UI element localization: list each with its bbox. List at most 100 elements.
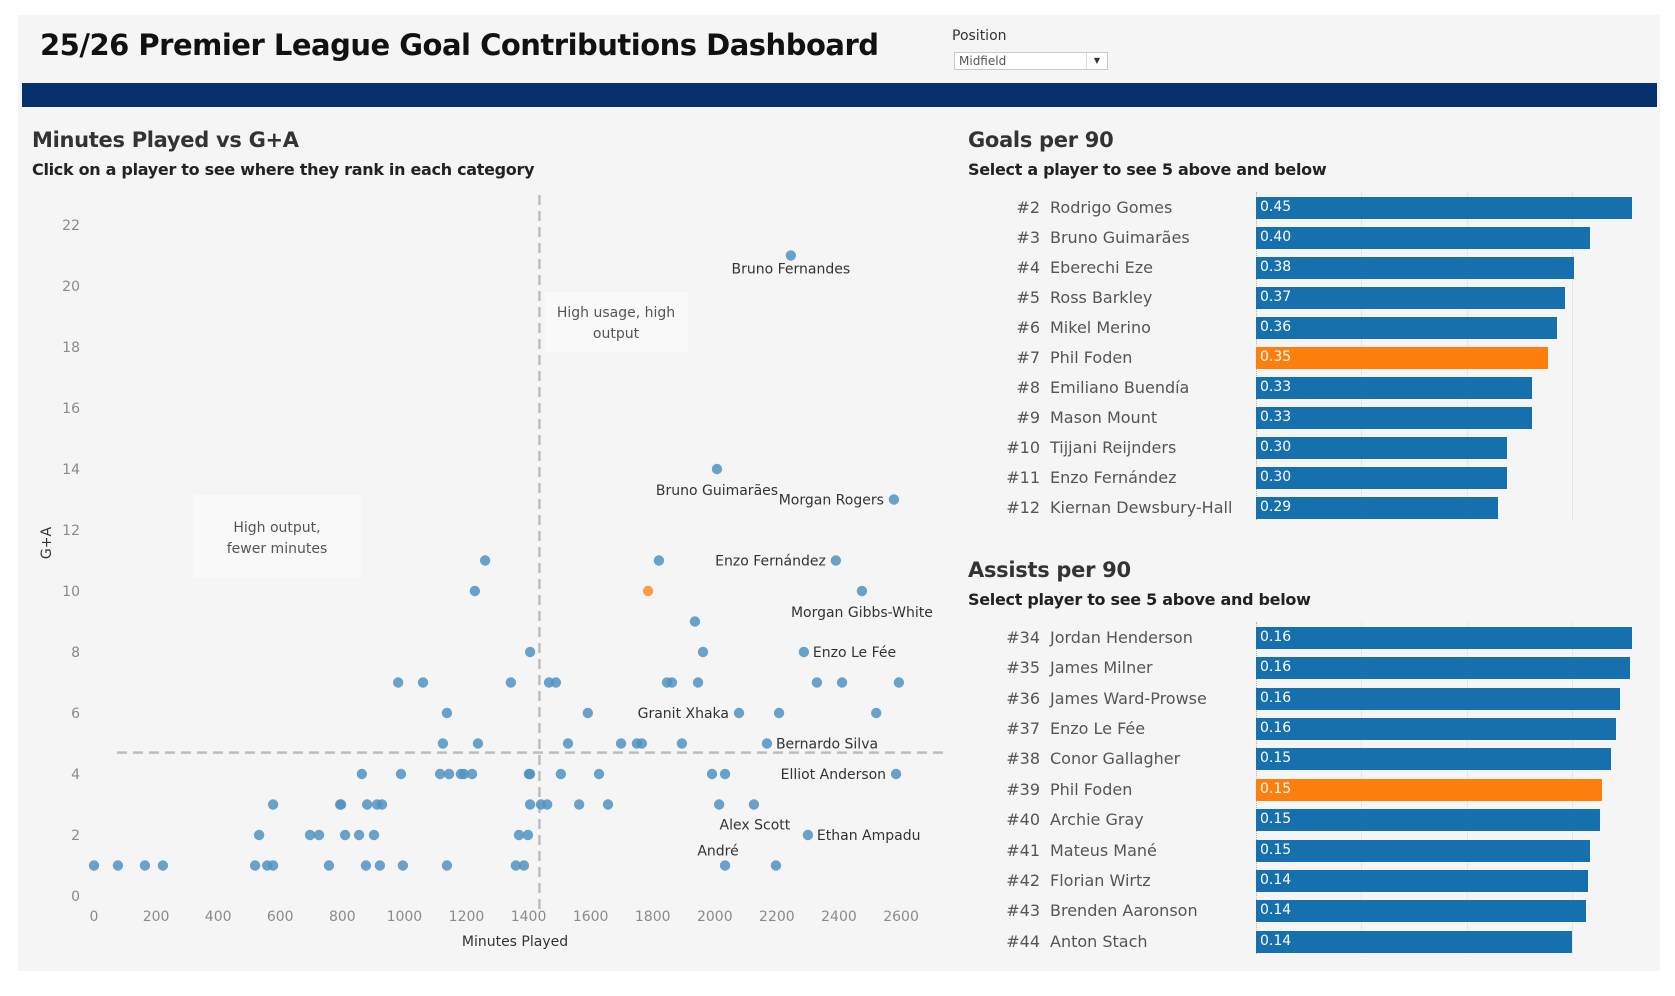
- scatter-point[interactable]: [615, 738, 627, 749]
- scatter-point[interactable]: [555, 768, 567, 780]
- position-filter-dropdown[interactable]: Midfield ▼: [954, 52, 1108, 70]
- scatter-point[interactable]: [522, 829, 534, 841]
- scatter-point[interactable]: [360, 860, 372, 871]
- bar[interactable]: [1256, 748, 1612, 771]
- assists-bar-row[interactable]: #43 Brenden Aaronson 0.14: [960, 899, 1640, 923]
- scatter-point[interactable]: [856, 585, 868, 597]
- bar[interactable]: [1256, 377, 1532, 399]
- assists-bar-row[interactable]: #34 Jordan Henderson 0.16: [960, 626, 1640, 650]
- scatter-point[interactable]: [356, 768, 368, 780]
- goals-bar-row[interactable]: #9 Mason Mount 0.33: [960, 406, 1640, 430]
- bar[interactable]: [1256, 497, 1499, 519]
- bar-selected[interactable]: [1256, 347, 1549, 369]
- bar[interactable]: [1256, 930, 1572, 953]
- scatter-point[interactable]: [719, 860, 731, 871]
- scatter-point[interactable]: [871, 707, 882, 719]
- scatter-point[interactable]: [353, 829, 365, 841]
- assists-bar-row[interactable]: #39 Phil Foden 0.15: [960, 778, 1640, 802]
- assists-bar-row[interactable]: #42 Florian Wirtz 0.14: [960, 869, 1640, 893]
- bar[interactable]: [1256, 467, 1507, 489]
- goals-bar-row[interactable]: #6 Mikel Merino 0.36: [960, 316, 1640, 340]
- scatter-point[interactable]: [253, 829, 265, 841]
- bar[interactable]: [1256, 627, 1632, 649]
- scatter-point[interactable]: [676, 738, 688, 749]
- scatter-point[interactable]: [836, 677, 848, 688]
- scatter-point[interactable]: [335, 799, 347, 810]
- bar[interactable]: [1256, 257, 1574, 279]
- bar[interactable]: [1256, 809, 1600, 832]
- scatter-point[interactable]: [392, 677, 404, 688]
- scatter-point[interactable]: [479, 555, 491, 566]
- scatter-point-selected[interactable]: [642, 585, 654, 597]
- scatter-point[interactable]: [890, 768, 902, 780]
- scatter-point[interactable]: [748, 799, 760, 810]
- scatter-point[interactable]: [441, 707, 453, 719]
- assists-bar-row[interactable]: #44 Anton Stach 0.14: [960, 930, 1640, 954]
- scatter-point[interactable]: [458, 768, 470, 780]
- scatter-point[interactable]: [666, 677, 678, 688]
- bar[interactable]: [1256, 900, 1586, 923]
- goals-bar-row[interactable]: #11 Enzo Fernández 0.30: [960, 466, 1640, 490]
- scatter-point[interactable]: [524, 646, 536, 658]
- scatter-point[interactable]: [112, 860, 124, 871]
- scatter-point[interactable]: [267, 799, 279, 810]
- scatter-point[interactable]: [893, 677, 905, 688]
- bar[interactable]: [1256, 437, 1507, 459]
- scatter-point[interactable]: [785, 250, 797, 261]
- scatter-point[interactable]: [798, 646, 810, 658]
- scatter-point[interactable]: [602, 799, 614, 810]
- bar[interactable]: [1256, 687, 1621, 710]
- assists-bar-row[interactable]: #41 Mateus Mané 0.15: [960, 839, 1640, 863]
- bar[interactable]: [1256, 317, 1557, 339]
- scatter-point[interactable]: [249, 860, 261, 871]
- bar[interactable]: [1256, 197, 1632, 219]
- scatter-point[interactable]: [397, 860, 409, 871]
- scatter-point[interactable]: [697, 646, 709, 658]
- bar[interactable]: [1256, 287, 1566, 309]
- scatter-point[interactable]: [513, 829, 525, 841]
- scatter-point[interactable]: [711, 463, 723, 475]
- goals-bar-row[interactable]: #5 Ross Barkley 0.37: [960, 286, 1640, 310]
- scatter-point[interactable]: [689, 616, 701, 627]
- scatter-point[interactable]: [434, 768, 446, 780]
- bar[interactable]: [1256, 718, 1616, 741]
- scatter-point[interactable]: [417, 677, 429, 688]
- scatter-point[interactable]: [139, 860, 151, 871]
- scatter-point[interactable]: [706, 768, 718, 780]
- scatter-point[interactable]: [88, 860, 100, 871]
- scatter-point[interactable]: [733, 707, 745, 719]
- scatter-point[interactable]: [582, 707, 594, 719]
- goals-bar-row[interactable]: #8 Emiliano Buendía 0.33: [960, 376, 1640, 400]
- assists-bar-row[interactable]: #36 James Ward-Prowse 0.16: [960, 687, 1640, 711]
- bar[interactable]: [1256, 869, 1588, 892]
- scatter-point[interactable]: [773, 707, 785, 719]
- scatter-point[interactable]: [811, 677, 823, 688]
- scatter-point[interactable]: [376, 799, 388, 810]
- scatter-point[interactable]: [267, 860, 279, 871]
- scatter-point[interactable]: [653, 555, 665, 566]
- scatter-point[interactable]: [469, 585, 481, 597]
- scatter-point[interactable]: [505, 677, 517, 688]
- scatter-point[interactable]: [524, 799, 536, 810]
- scatter-point[interactable]: [313, 829, 325, 841]
- assists-bar-row[interactable]: #40 Archie Gray 0.15: [960, 808, 1640, 832]
- scatter-point[interactable]: [713, 799, 725, 810]
- bar[interactable]: [1256, 839, 1591, 862]
- scatter-point[interactable]: [339, 829, 351, 841]
- bar-selected[interactable]: [1256, 778, 1602, 801]
- scatter-point[interactable]: [157, 860, 169, 871]
- scatter-point[interactable]: [368, 829, 380, 841]
- goals-bar-row[interactable]: #12 Kiernan Dewsbury-Hall 0.29: [960, 496, 1640, 520]
- goals-bar-row[interactable]: #3 Bruno Guimarães 0.40: [960, 226, 1640, 250]
- scatter-point[interactable]: [802, 829, 814, 841]
- goals-bar-row[interactable]: #2 Rodrigo Gomes 0.45: [960, 196, 1640, 220]
- scatter-point[interactable]: [304, 829, 316, 841]
- scatter-point[interactable]: [443, 768, 455, 780]
- scatter-point[interactable]: [888, 494, 900, 505]
- scatter-point[interactable]: [692, 677, 704, 688]
- scatter-point[interactable]: [323, 860, 335, 871]
- scatter-point[interactable]: [550, 677, 562, 688]
- scatter-point[interactable]: [719, 768, 731, 780]
- scatter-point[interactable]: [636, 738, 648, 749]
- scatter-point[interactable]: [562, 738, 574, 749]
